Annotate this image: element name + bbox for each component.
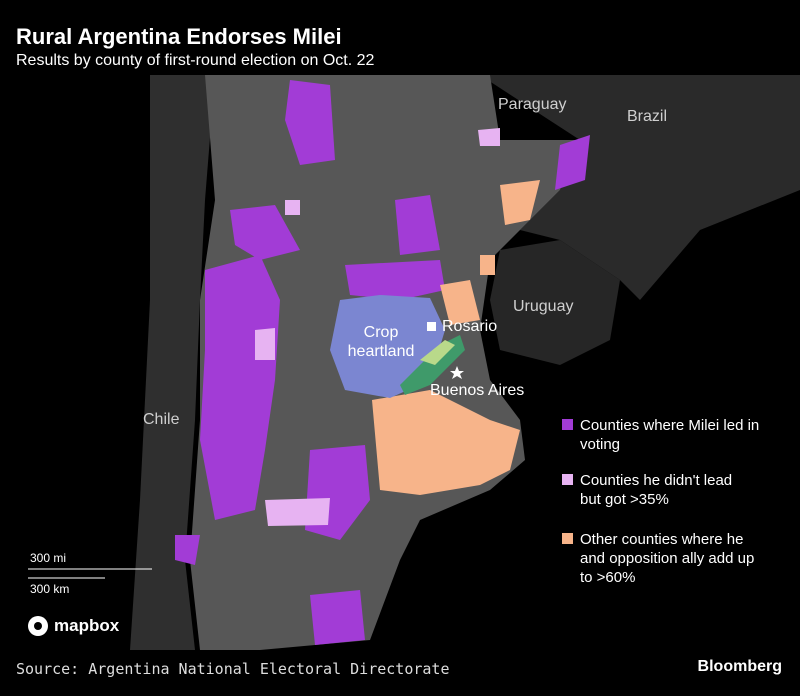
opposition-60 <box>372 180 540 495</box>
label-rosario: Rosario <box>442 318 498 335</box>
title: Rural Argentina Endorses Milei <box>16 24 342 49</box>
he-got-35 <box>255 128 500 526</box>
scale-miles: 300 mi <box>30 551 67 565</box>
attribution: mapbox <box>54 616 120 635</box>
legend-item: Other counties where he and opposition a… <box>580 531 755 586</box>
legend-swatch <box>562 474 573 485</box>
brand: Bloomberg <box>697 658 782 675</box>
rosario-marker <box>427 322 436 331</box>
legend-item: Counties where Milei led in voting <box>580 417 760 453</box>
mapbox-logo <box>34 622 42 630</box>
legend-swatch <box>562 533 573 544</box>
uruguay <box>490 240 620 365</box>
subtitle: Results by county of first-round electio… <box>16 52 375 69</box>
milei-led <box>175 80 590 645</box>
buenos-aires-marker <box>450 366 464 379</box>
label-buenos-aires: Buenos Aires <box>430 382 525 399</box>
label-chile: Chile <box>143 411 180 428</box>
heartland-strip-light <box>420 340 455 365</box>
brazil <box>480 75 800 300</box>
legend-swatch <box>562 419 573 430</box>
legend-item: Counties he didn't lead but got >35% <box>580 472 733 508</box>
label-uruguay: Uruguay <box>513 298 574 315</box>
scale-km: 300 km <box>30 582 70 596</box>
label-crop-heartland: Crop heartland <box>347 324 415 360</box>
source: Source: Argentina National Electoral Dir… <box>16 660 450 678</box>
label-paraguay: Paraguay <box>498 96 567 113</box>
label-brazil: Brazil <box>627 108 668 125</box>
chile <box>130 75 215 650</box>
